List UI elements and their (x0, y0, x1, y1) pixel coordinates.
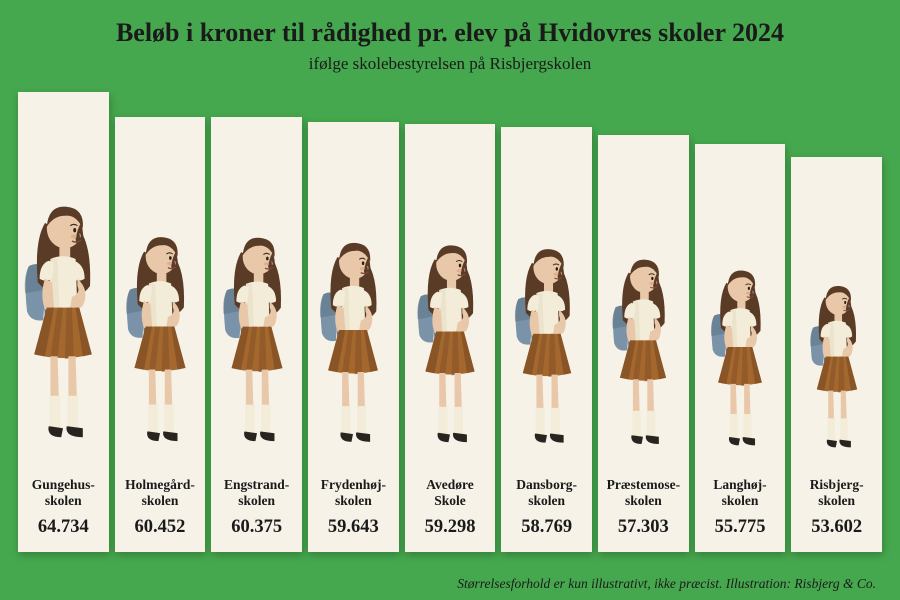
column-value: 59.298 (425, 513, 476, 552)
column-value: 59.643 (328, 513, 379, 552)
student-icon (405, 124, 496, 471)
column-value: 55.775 (715, 513, 766, 552)
column-value: 53.602 (811, 513, 862, 552)
pictogram-chart: Gungehus-skolen64.734 Holmegård-skolen60… (0, 82, 900, 552)
chart-column: AvedøreSkole59.298 (405, 124, 496, 552)
column-value: 58.769 (521, 513, 572, 552)
chart-column: Risbjerg-skolen53.602 (791, 157, 882, 552)
column-label: Engstrand-skolen (221, 471, 292, 513)
column-label: Dansborg-skolen (513, 471, 580, 513)
footnote: Størrelsesforhold er kun illustrativt, i… (457, 576, 876, 592)
page-subtitle: ifølge skolebestyrelsen på Risbjergskole… (20, 54, 880, 74)
chart-column: Engstrand-skolen60.375 (211, 117, 302, 552)
student-icon (308, 122, 399, 471)
page-title: Beløb i kroner til rådighed pr. elev på … (20, 18, 880, 48)
chart-column: Holmegård-skolen60.452 (115, 117, 206, 552)
student-icon (695, 144, 786, 471)
column-value: 57.303 (618, 513, 669, 552)
header: Beløb i kroner til rådighed pr. elev på … (0, 0, 900, 82)
column-label: Præstemose-skolen (604, 471, 683, 513)
chart-column: Gungehus-skolen64.734 (18, 92, 109, 552)
column-label: Langhøj-skolen (710, 471, 769, 513)
column-label: Risbjerg-skolen (807, 471, 867, 513)
chart-column: Langhøj-skolen55.775 (695, 144, 786, 552)
column-label: AvedøreSkole (423, 471, 477, 513)
column-label: Gungehus-skolen (29, 471, 98, 513)
chart-column: Dansborg-skolen58.769 (501, 127, 592, 552)
student-icon (598, 135, 689, 471)
column-value: 64.734 (38, 513, 89, 552)
column-label: Holmegård-skolen (122, 471, 198, 513)
chart-column: Frydenhøj-skolen59.643 (308, 122, 399, 552)
student-icon (211, 117, 302, 471)
chart-column: Præstemose-skolen57.303 (598, 135, 689, 552)
student-icon (791, 157, 882, 471)
student-icon (115, 117, 206, 471)
student-icon (18, 92, 109, 471)
column-label: Frydenhøj-skolen (318, 471, 389, 513)
column-value: 60.452 (135, 513, 186, 552)
student-icon (501, 127, 592, 471)
column-value: 60.375 (231, 513, 282, 552)
